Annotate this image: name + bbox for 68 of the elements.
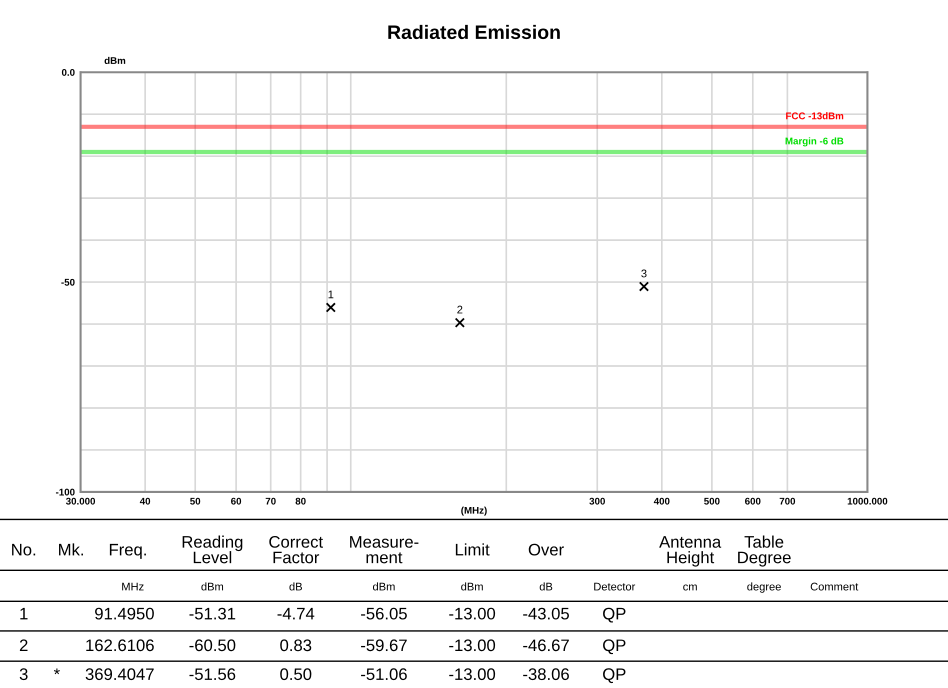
text: -38.06 bbox=[523, 668, 569, 680]
text: dBm bbox=[201, 582, 224, 591]
ref-line-label: Margin -6 dB bbox=[786, 137, 844, 146]
text: Freq. bbox=[110, 544, 146, 559]
text: 369.4047 bbox=[86, 668, 154, 680]
text: Detector bbox=[594, 582, 636, 591]
x-tick-label: 60 bbox=[231, 498, 242, 505]
text: -13.00 bbox=[449, 639, 496, 652]
text: dBm bbox=[372, 582, 395, 591]
text: -46.67 bbox=[523, 639, 569, 652]
text: Over bbox=[528, 544, 564, 556]
text: QP bbox=[603, 608, 626, 623]
text: Limit bbox=[456, 543, 490, 556]
text: -43.05 bbox=[523, 608, 569, 620]
text: -13.00 bbox=[449, 608, 496, 620]
y-tick-label: 0.0 bbox=[62, 68, 75, 76]
x-tick-label: 70 bbox=[266, 498, 276, 505]
x-tick-label: 600 bbox=[745, 498, 761, 505]
x-tick-label: 80 bbox=[296, 498, 306, 505]
x-tick-label: 300 bbox=[589, 498, 605, 505]
x-tick-label: 40 bbox=[140, 498, 150, 505]
text: 0.50 bbox=[280, 668, 312, 680]
text: 3 bbox=[20, 668, 28, 680]
text: -56.05 bbox=[361, 608, 407, 620]
text: degree bbox=[747, 582, 781, 593]
text: cm bbox=[683, 584, 697, 591]
text: Mk. bbox=[59, 543, 84, 556]
x-tick-label: 700 bbox=[780, 498, 796, 505]
text: -59.67 bbox=[361, 639, 407, 652]
text: -51.56 bbox=[189, 668, 236, 680]
text: Measure- ment bbox=[350, 536, 418, 564]
text: -51.06 bbox=[361, 668, 407, 680]
text: Correct Factor bbox=[269, 536, 323, 564]
text: Antenna Height bbox=[659, 536, 722, 567]
text: 162.6106 bbox=[86, 639, 154, 652]
text: -51.31 bbox=[189, 608, 236, 620]
text: No. bbox=[12, 544, 36, 556]
text: 0.83 bbox=[280, 639, 312, 652]
text: QP bbox=[603, 639, 626, 654]
x-tick-label: 1000.000 bbox=[848, 498, 888, 505]
text: * bbox=[54, 668, 60, 674]
text: dB bbox=[540, 582, 552, 591]
text: dBm bbox=[461, 582, 483, 591]
text: -4.74 bbox=[278, 608, 314, 620]
x-axis-title: (MHz) bbox=[461, 506, 487, 516]
annotation: 2 bbox=[457, 306, 462, 314]
y-tick-label: -50 bbox=[61, 278, 75, 286]
text: Comment bbox=[810, 582, 858, 591]
text: QP bbox=[603, 668, 626, 684]
text: 1 bbox=[20, 608, 28, 620]
text: -60.50 bbox=[189, 639, 236, 652]
ref-line-label: FCC -13dBm bbox=[786, 112, 844, 120]
text: dB bbox=[289, 582, 302, 591]
x-tick-label: 30.000 bbox=[66, 498, 96, 505]
x-tick-label: 500 bbox=[704, 498, 720, 505]
y-tick-label: -100 bbox=[56, 488, 75, 496]
x-tick-label: 400 bbox=[654, 498, 670, 505]
chart-title: Radiated Emission bbox=[388, 24, 560, 40]
text: MHz bbox=[122, 582, 144, 590]
annotation: 3 bbox=[641, 270, 647, 278]
annotation: 1 bbox=[328, 290, 334, 298]
y-axis-title: dBm bbox=[104, 56, 126, 64]
x-tick-label: 50 bbox=[190, 498, 200, 505]
text: Table Degree bbox=[738, 536, 791, 567]
text: 2 bbox=[20, 639, 28, 652]
text: Reading Level bbox=[182, 536, 242, 564]
text: -13.00 bbox=[449, 668, 496, 680]
text: 91.4950 bbox=[95, 608, 154, 620]
